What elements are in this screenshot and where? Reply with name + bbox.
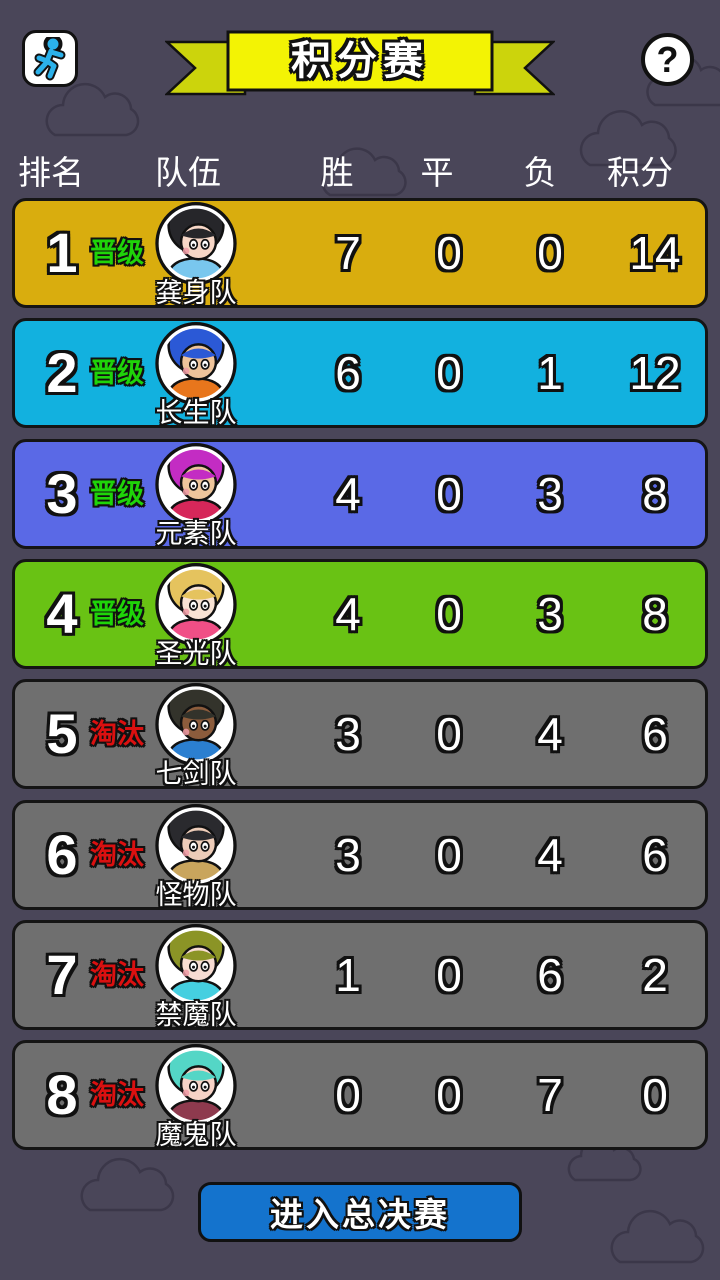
stat-draw: 0 [436,829,462,881]
stat-draw: 0 [436,1069,462,1121]
team-avatar [152,1044,240,1127]
rank-number: 7 [46,943,78,1006]
stat-draw: 0 [436,468,462,520]
question-icon: ? [656,38,679,80]
team-name: 怪物队 [155,880,237,910]
rank-number: 4 [46,582,78,645]
stat-points: 12 [629,347,681,399]
table-row: 1 晋级 龚身队 7 0 0 14 [12,198,708,308]
stat-loss: 0 [537,227,563,279]
team-avatar [152,804,240,887]
rank-number: 6 [46,823,78,886]
stat-draw: 0 [436,708,462,760]
stat-win: 0 [335,1069,361,1121]
status-badge: 淘汰 [90,1080,144,1110]
stat-draw: 0 [436,588,462,640]
team-avatar [152,322,240,405]
rank-number: 3 [46,462,78,525]
stat-win: 7 [335,227,361,279]
title-banner: 积分赛 [165,30,555,100]
team-name: 魔鬼队 [155,1120,237,1150]
avatar-icon [155,563,237,646]
stat-draw: 0 [436,949,462,1001]
stat-win: 6 [335,347,361,399]
team-name: 龚身队 [155,278,237,308]
table-row: 5 淘汰 七剑队 3 0 4 6 [12,679,708,789]
column-header-team: 队伍 [155,154,221,191]
page-title: 积分赛 [291,39,429,83]
stat-points: 14 [629,227,681,279]
back-button[interactable] [22,30,78,87]
status-badge: 晋级 [90,599,144,629]
team-avatar [152,443,240,526]
stat-points: 6 [642,829,668,881]
team-avatar [152,202,240,285]
table-row: 4 晋级 圣光队 4 0 3 8 [12,559,708,669]
status-badge: 晋级 [90,358,144,388]
avatar-icon [155,924,237,1007]
team-avatar [152,924,240,1007]
avatar-icon [155,1044,237,1127]
team-name: 圣光队 [155,639,237,669]
stat-draw: 0 [436,227,462,279]
stat-win: 4 [335,588,361,640]
rank-number: 5 [46,702,78,765]
status-badge: 晋级 [90,238,144,268]
stat-draw: 0 [436,347,462,399]
stat-points: 6 [642,708,668,760]
rank-number: 1 [46,221,78,284]
stat-win: 1 [335,949,361,1001]
table-row: 7 淘汰 禁魔队 1 0 6 2 [12,920,708,1030]
avatar-icon [155,683,237,766]
runner-icon [33,36,66,80]
stat-loss: 3 [537,588,563,640]
enter-finals-button[interactable]: 进入总决赛 [198,1182,522,1242]
stat-loss: 4 [537,708,563,760]
column-header-draw: 平 [420,154,454,191]
table-row: 3 晋级 元素队 4 0 3 8 [12,439,708,549]
stat-points: 8 [642,588,668,640]
column-header-loss: 负 [523,154,557,191]
team-name: 长生队 [155,398,237,428]
column-header-rank: 排名 [18,154,84,191]
stat-points: 8 [642,468,668,520]
status-badge: 淘汰 [90,719,144,749]
column-header-win: 胜 [320,154,354,191]
column-header-points: 积分 [607,154,673,191]
avatar-icon [155,322,237,405]
stat-win: 3 [335,829,361,881]
team-name: 七剑队 [155,759,237,789]
stat-loss: 4 [537,829,563,881]
table-row: 6 淘汰 怪物队 3 0 4 6 [12,800,708,910]
stat-loss: 3 [537,468,563,520]
stat-points: 0 [642,1069,668,1121]
avatar-icon [155,202,237,285]
rank-number: 8 [46,1063,78,1126]
team-name: 元素队 [155,519,237,549]
table-row: 8 淘汰 魔鬼队 0 0 7 0 [12,1040,708,1150]
team-avatar [152,563,240,646]
team-avatar [152,683,240,766]
status-badge: 淘汰 [90,840,144,870]
status-badge: 淘汰 [90,960,144,990]
stat-win: 3 [335,708,361,760]
help-button[interactable]: ? [641,33,694,86]
rank-number: 2 [46,341,78,404]
avatar-icon [155,804,237,887]
ribbon-center [226,30,494,92]
stat-loss: 7 [537,1069,563,1121]
stat-loss: 6 [537,949,563,1001]
stat-points: 2 [642,949,668,1001]
team-name: 禁魔队 [155,1000,237,1030]
stat-loss: 1 [537,347,563,399]
table-row: 2 晋级 长生队 6 0 1 12 [12,318,708,428]
stat-win: 4 [335,468,361,520]
status-badge: 晋级 [90,479,144,509]
avatar-icon [155,443,237,526]
